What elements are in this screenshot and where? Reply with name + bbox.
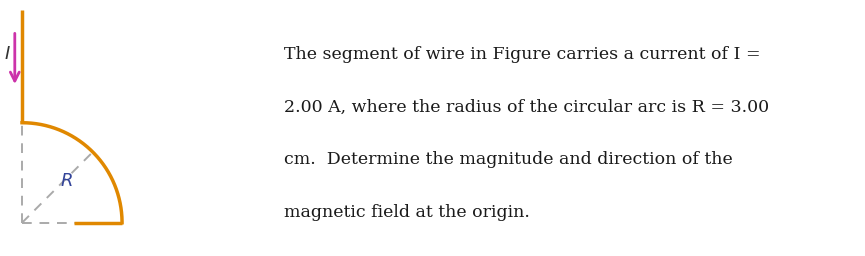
Text: cm.  Determine the magnitude and direction of the: cm. Determine the magnitude and directio…: [284, 151, 733, 168]
Text: R: R: [61, 172, 74, 190]
Text: 2.00 A, where the radius of the circular arc is R = 3.00: 2.00 A, where the radius of the circular…: [284, 99, 769, 115]
Text: The segment of wire in Figure carries a current of I =: The segment of wire in Figure carries a …: [284, 46, 760, 63]
Text: I: I: [4, 45, 10, 63]
Text: magnetic field at the origin.: magnetic field at the origin.: [284, 204, 529, 220]
